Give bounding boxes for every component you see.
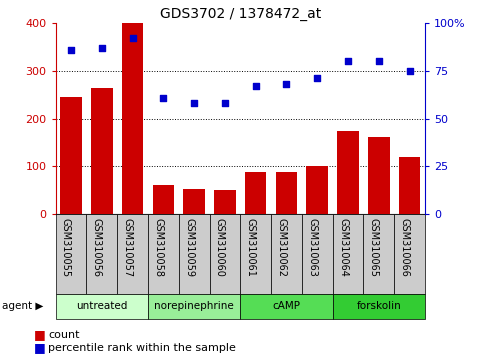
Text: GSM310066: GSM310066 [399, 218, 410, 277]
Point [221, 101, 229, 106]
Text: forskolin: forskolin [356, 301, 401, 311]
Point [344, 58, 352, 64]
Text: GSM310063: GSM310063 [307, 218, 317, 277]
Point [128, 35, 136, 41]
Bar [148, 294, 241, 319]
Point [375, 58, 383, 64]
Text: norepinephrine: norepinephrine [154, 301, 234, 311]
Bar [91, 87, 113, 214]
Bar [364, 214, 394, 294]
Bar [214, 190, 236, 214]
Text: GSM310062: GSM310062 [276, 218, 286, 277]
Bar [210, 214, 240, 294]
Bar [56, 214, 86, 294]
Bar [56, 294, 148, 319]
Bar [307, 166, 328, 214]
Point [313, 76, 321, 81]
Bar [122, 23, 143, 214]
Bar [394, 214, 425, 294]
Point [190, 101, 198, 106]
Bar [153, 185, 174, 214]
Text: GSM310056: GSM310056 [92, 218, 102, 277]
Bar [368, 137, 390, 214]
Bar [271, 214, 302, 294]
Text: GSM310060: GSM310060 [215, 218, 225, 277]
Bar [241, 214, 271, 294]
Point [159, 95, 167, 101]
Text: GSM310055: GSM310055 [61, 218, 71, 277]
Bar [241, 294, 333, 319]
Bar [337, 131, 359, 214]
Text: ■: ■ [34, 341, 45, 354]
Bar [333, 294, 425, 319]
Title: GDS3702 / 1378472_at: GDS3702 / 1378472_at [160, 7, 321, 21]
Text: GSM310065: GSM310065 [369, 218, 379, 277]
Bar [184, 189, 205, 214]
Point [283, 81, 290, 87]
Point [67, 47, 75, 53]
Bar [86, 214, 117, 294]
Text: count: count [48, 330, 80, 339]
Point [98, 45, 106, 51]
Text: agent ▶: agent ▶ [2, 301, 44, 311]
Text: GSM310059: GSM310059 [184, 218, 194, 277]
Bar [245, 172, 267, 214]
Bar [302, 214, 333, 294]
Point [252, 83, 259, 89]
Bar [117, 214, 148, 294]
Text: GSM310057: GSM310057 [123, 218, 132, 277]
Text: GSM310058: GSM310058 [153, 218, 163, 277]
Bar [276, 172, 297, 214]
Text: untreated: untreated [76, 301, 128, 311]
Bar [60, 97, 82, 214]
Bar [333, 214, 364, 294]
Text: GSM310064: GSM310064 [338, 218, 348, 277]
Text: percentile rank within the sample: percentile rank within the sample [48, 343, 236, 353]
Text: cAMP: cAMP [272, 301, 300, 311]
Text: ■: ■ [34, 328, 45, 341]
Bar [179, 214, 210, 294]
Bar [399, 157, 420, 214]
Point [406, 68, 413, 74]
Text: GSM310061: GSM310061 [246, 218, 256, 277]
Bar [148, 214, 179, 294]
